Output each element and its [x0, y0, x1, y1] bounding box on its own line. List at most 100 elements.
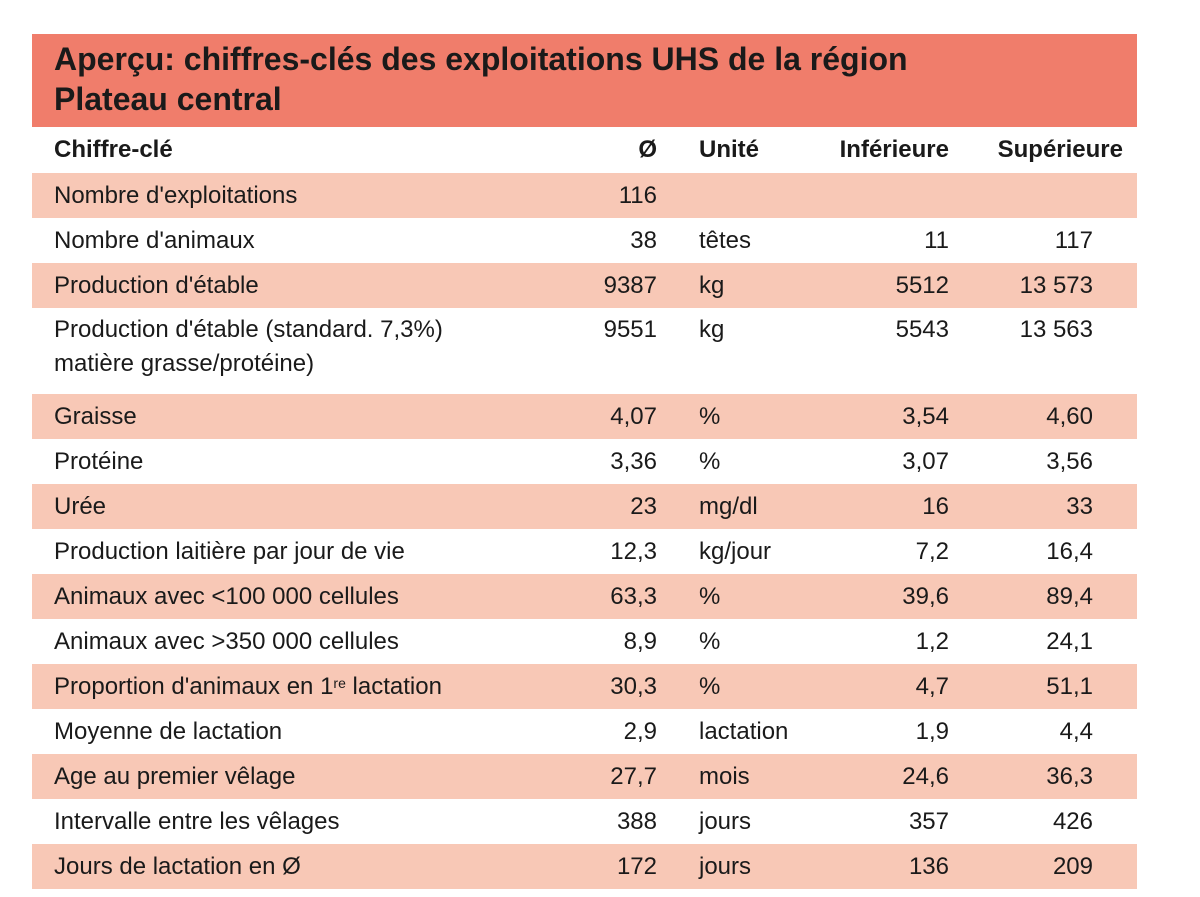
row-lower: 357: [908, 807, 949, 835]
row-unit: mois: [657, 754, 787, 799]
header-upper: Supérieure: [997, 136, 1123, 163]
table-row: Graisse 4,07 % 3,54 4,60: [32, 394, 1137, 439]
row-lower: 4,7: [787, 664, 957, 709]
row-average: 9551: [603, 316, 657, 343]
row-upper: 426: [1052, 807, 1093, 835]
table-row: Protéine 3,36 % 3,07 3,56: [32, 439, 1137, 484]
row-key: Production laitière par jour de vie: [54, 537, 405, 565]
row-key: Moyenne de lactation: [54, 717, 283, 745]
row-lower: 16: [787, 484, 957, 529]
row-lower: 7,2: [915, 537, 949, 565]
row-lower: 3,07: [902, 447, 949, 475]
row-upper: 4,4: [1059, 717, 1093, 745]
row-unit: %: [657, 664, 787, 709]
key-figures-panel: Aperçu: chiffres-clés des exploitations …: [32, 34, 1137, 889]
row-lower: 1,9: [915, 717, 949, 745]
row-upper: 3,56: [1046, 447, 1093, 475]
row-lower: 136: [787, 844, 957, 889]
row-key: Production d'étable: [32, 263, 565, 308]
title-bar: Aperçu: chiffres-clés des exploitations …: [32, 34, 1137, 127]
row-key: Graisse: [32, 394, 565, 439]
row-lower: 24,6: [787, 754, 957, 799]
row-lower: 1,2: [915, 627, 949, 655]
row-key-text-end: lactation: [345, 672, 442, 700]
header-key: Chiffre-clé: [54, 136, 173, 163]
row-key-superscript: re: [333, 674, 346, 691]
row-lower: 39,6: [787, 574, 957, 619]
table-row: Nombre d'exploitations 116: [32, 173, 1137, 218]
row-key-text: Proportion d'animaux en 1: [54, 672, 334, 700]
row-average: 9387: [565, 263, 657, 308]
row-lower: 5543: [895, 316, 949, 343]
row-key-line-2: matière grasse/protéine): [54, 350, 315, 377]
row-average: 8,9: [623, 627, 657, 655]
row-key: Nombre d'animaux: [54, 226, 255, 254]
row-average: 12,3: [610, 537, 657, 565]
row-average: 116: [565, 173, 657, 218]
row-upper: [957, 173, 1137, 218]
row-unit: %: [699, 447, 721, 475]
title-line-1: Aperçu: chiffres-clés des exploitations …: [54, 41, 908, 77]
row-unit: lactation: [699, 717, 789, 745]
row-key: Urée: [32, 484, 565, 529]
header-lower: Inférieure: [839, 136, 949, 163]
row-unit: %: [657, 394, 787, 439]
table-row: Production d'étable (standard. 7,3%) mat…: [32, 308, 1137, 394]
title-line-2: Plateau central: [54, 81, 282, 117]
row-lower: 5512: [787, 263, 957, 308]
row-upper: 36,3: [957, 754, 1137, 799]
row-key: Intervalle entre les vêlages: [54, 807, 340, 835]
key-figures-table: Chiffre-clé Ø Unité Inférieure Supérieur…: [32, 127, 1137, 889]
row-lower: 3,54: [787, 394, 957, 439]
row-average: 23: [565, 484, 657, 529]
row-upper: 16,4: [1046, 537, 1093, 565]
header-unit: Unité: [699, 136, 759, 163]
table-row: Jours de lactation en Ø 172 jours 136 20…: [32, 844, 1137, 889]
row-key: Animaux avec >350 000 cellules: [54, 627, 399, 655]
row-average: 30,3: [565, 664, 657, 709]
row-average: 172: [565, 844, 657, 889]
row-unit: kg: [699, 316, 725, 343]
table-row: Animaux avec <100 000 cellules 63,3 % 39…: [32, 574, 1137, 619]
table-row: Moyenne de lactation 2,9 lactation 1,9 4…: [32, 709, 1137, 754]
row-unit: kg/jour: [699, 537, 772, 565]
row-average: 2,9: [623, 717, 657, 745]
row-unit: %: [657, 574, 787, 619]
row-unit: %: [699, 627, 721, 655]
row-key: Nombre d'exploitations: [32, 173, 565, 218]
row-average: 63,3: [565, 574, 657, 619]
row-unit: mg/dl: [657, 484, 787, 529]
row-key: Animaux avec <100 000 cellules: [32, 574, 565, 619]
row-key: Protéine: [54, 447, 144, 475]
table-row: Proportion d'animaux en 1re lactation 30…: [32, 664, 1137, 709]
table-row: Production d'étable 9387 kg 5512 13 573: [32, 263, 1137, 308]
row-key: Age au premier vêlage: [32, 754, 565, 799]
table-row: Urée 23 mg/dl 16 33: [32, 484, 1137, 529]
row-average: 3,36: [610, 447, 657, 475]
row-average: 38: [630, 226, 657, 254]
row-unit: [657, 173, 787, 218]
row-unit: jours: [699, 807, 752, 835]
row-average: 388: [616, 807, 657, 835]
table-row: Production laitière par jour de vie 12,3…: [32, 529, 1137, 574]
row-average: 27,7: [565, 754, 657, 799]
row-upper: 89,4: [957, 574, 1137, 619]
table-row: Animaux avec >350 000 cellules 8,9 % 1,2…: [32, 619, 1137, 664]
header-average: Ø: [638, 136, 657, 163]
row-key-line-1: Production d'étable (standard. 7,3%): [54, 316, 443, 343]
table-row: Intervalle entre les vêlages 388 jours 3…: [32, 799, 1137, 844]
row-upper: 4,60: [957, 394, 1137, 439]
row-upper: 33: [957, 484, 1137, 529]
table-header-row: Chiffre-clé Ø Unité Inférieure Supérieur…: [32, 127, 1137, 173]
row-upper: 209: [957, 844, 1137, 889]
row-upper: 24,1: [1046, 627, 1093, 655]
row-upper: 13 573: [957, 263, 1137, 308]
row-upper: 13 563: [1019, 316, 1093, 343]
row-unit: kg: [657, 263, 787, 308]
row-key: Jours de lactation en Ø: [32, 844, 565, 889]
row-upper: 51,1: [957, 664, 1137, 709]
row-unit: têtes: [699, 226, 752, 254]
row-key: Production d'étable (standard. 7,3%) mat…: [32, 308, 565, 394]
row-key: Proportion d'animaux en 1re lactation: [32, 664, 565, 709]
row-lower: 11: [924, 226, 949, 254]
